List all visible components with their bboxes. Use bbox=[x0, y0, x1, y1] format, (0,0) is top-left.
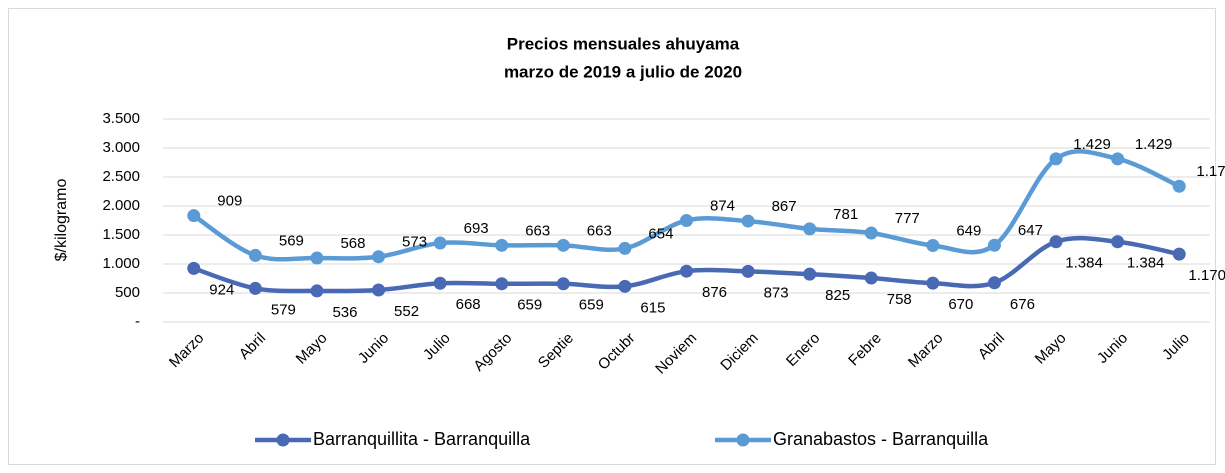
data-point bbox=[1049, 235, 1063, 249]
data-label: 663 bbox=[525, 222, 550, 239]
data-point bbox=[680, 264, 693, 278]
data-label: 909 bbox=[217, 193, 242, 210]
data-point bbox=[926, 276, 940, 290]
y-tick-label: 500 bbox=[115, 284, 140, 301]
legend-label: Granabastos - Barranquilla bbox=[773, 429, 989, 449]
legend-label: Barranquillita - Barranquilla bbox=[313, 429, 531, 449]
chart-frame bbox=[8, 8, 1216, 465]
data-label: 670 bbox=[948, 296, 973, 313]
data-point bbox=[741, 264, 755, 278]
data-label: 1.170 bbox=[1188, 267, 1225, 284]
data-label: 536 bbox=[332, 304, 357, 321]
data-point bbox=[803, 222, 817, 236]
data-point bbox=[1172, 247, 1186, 261]
data-point bbox=[310, 284, 324, 298]
data-label: 867 bbox=[772, 198, 797, 215]
data-point bbox=[495, 277, 509, 291]
data-label: 676 bbox=[1010, 296, 1035, 313]
data-label: 1.429 bbox=[1073, 136, 1111, 153]
data-point bbox=[1111, 235, 1125, 249]
data-label: 873 bbox=[764, 284, 789, 301]
data-point bbox=[1172, 179, 1186, 193]
data-label: 1.429 bbox=[1135, 136, 1173, 153]
data-point bbox=[618, 279, 632, 293]
data-point bbox=[433, 236, 447, 250]
data-label: 649 bbox=[956, 222, 981, 239]
data-label: 876 bbox=[702, 284, 727, 301]
data-point bbox=[864, 226, 878, 240]
y-tick-label: - bbox=[135, 313, 140, 330]
data-label: 615 bbox=[640, 299, 665, 316]
data-label: 874 bbox=[710, 197, 735, 214]
y-tick-label: 3.500 bbox=[102, 110, 140, 127]
data-label: 1.384 bbox=[1127, 255, 1165, 272]
data-point bbox=[556, 277, 570, 291]
data-label: 825 bbox=[825, 287, 850, 304]
data-point bbox=[926, 238, 940, 252]
data-label: 758 bbox=[887, 291, 912, 308]
data-label: 569 bbox=[279, 232, 304, 249]
data-label: 659 bbox=[579, 297, 604, 314]
data-label: 579 bbox=[271, 301, 296, 318]
data-point bbox=[618, 241, 632, 255]
data-point bbox=[556, 238, 570, 252]
data-point bbox=[1111, 152, 1125, 166]
data-label: 573 bbox=[402, 234, 427, 251]
data-point bbox=[248, 248, 262, 262]
data-point bbox=[680, 214, 693, 227]
y-tick-label: 1.000 bbox=[102, 255, 140, 272]
data-point bbox=[372, 250, 386, 264]
data-label: 552 bbox=[394, 303, 419, 320]
data-label: 781 bbox=[833, 206, 858, 223]
data-point bbox=[987, 276, 1001, 290]
data-label: 693 bbox=[464, 220, 489, 237]
data-point bbox=[372, 283, 386, 297]
y-axis-label: $/kilogramo bbox=[53, 179, 70, 262]
data-label: 1.170 bbox=[1196, 163, 1225, 180]
data-label: 654 bbox=[648, 225, 673, 242]
data-label: 663 bbox=[587, 222, 612, 239]
data-point bbox=[248, 281, 262, 295]
data-point bbox=[987, 238, 1001, 252]
data-point bbox=[187, 209, 201, 223]
data-label: 777 bbox=[895, 210, 920, 227]
y-tick-label: 3.000 bbox=[102, 139, 140, 156]
series-line bbox=[191, 149, 1182, 262]
data-point bbox=[310, 251, 324, 265]
legend-marker bbox=[736, 433, 750, 447]
data-point bbox=[864, 271, 878, 285]
data-point bbox=[741, 214, 755, 228]
data-point bbox=[1049, 152, 1063, 166]
data-label: 568 bbox=[340, 235, 365, 252]
data-point bbox=[187, 261, 201, 275]
data-label: 647 bbox=[1018, 222, 1043, 239]
chart-subtitle: marzo de 2019 a julio de 2020 bbox=[504, 62, 742, 81]
data-label: 924 bbox=[209, 281, 234, 298]
data-point bbox=[433, 276, 447, 290]
data-label: 668 bbox=[456, 296, 481, 313]
y-tick-label: 2.000 bbox=[102, 197, 140, 214]
y-tick-label: 2.500 bbox=[102, 168, 140, 185]
chart-title: Precios mensuales ahuyama bbox=[507, 34, 740, 53]
data-label: 659 bbox=[517, 297, 542, 314]
y-tick-label: 1.500 bbox=[102, 226, 140, 243]
data-label: 1.384 bbox=[1065, 255, 1103, 272]
legend-marker bbox=[276, 433, 290, 447]
data-point bbox=[495, 238, 509, 252]
data-point bbox=[803, 267, 817, 281]
